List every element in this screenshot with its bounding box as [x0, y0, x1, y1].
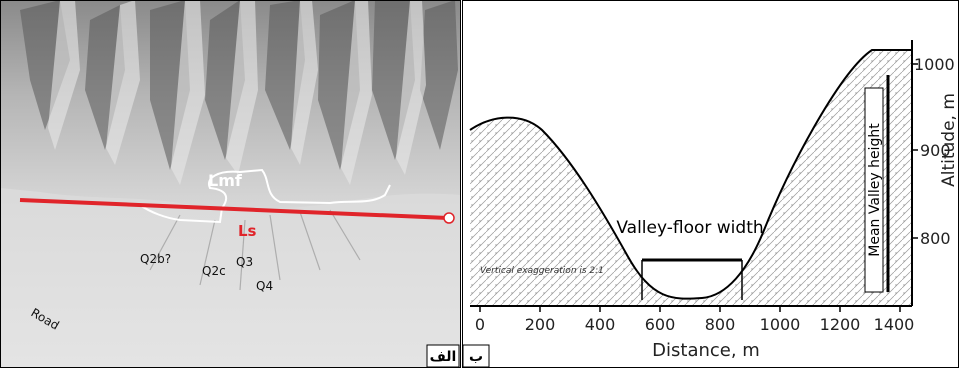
y-axis-title: Altitude, m: [939, 93, 959, 187]
y-tick-marks: [912, 63, 918, 239]
y-tick-label: 900: [920, 141, 951, 160]
label-ls: Ls: [238, 222, 257, 240]
ridge-highlights: [48, 0, 426, 185]
fan-gullies: [149, 209, 361, 291]
x-tick-label: 1400: [874, 315, 915, 334]
hillshade-panel: Lmf Ls Q2b? Q2c Q3 Q4 Road الف: [0, 0, 461, 368]
x-tick-label: 400: [585, 315, 616, 334]
valley-profile-diagram: Valley-floor width Mean Valley height Ve…: [462, 0, 959, 368]
label-lmf: Lmf: [208, 171, 243, 190]
valley-profile-line: [469, 49, 912, 300]
x-tick-label: 200: [525, 315, 556, 334]
x-tick-marks: [479, 306, 901, 312]
unit-label-q4: Q4: [256, 279, 273, 293]
valley-terrain-fill: [470, 50, 912, 306]
ls-line: [19, 198, 449, 220]
exaggeration-note: Vertical exaggeration is 2:1: [480, 266, 604, 276]
hillshade-map: Lmf Ls Q2b? Q2c Q3 Q4 Road الف: [0, 0, 461, 368]
ls-endpoint-marker: [443, 212, 455, 224]
x-tick-label: 800: [705, 315, 736, 334]
y-tick-label: 1000: [914, 55, 955, 74]
valley-profile-panel: Valley-floor width Mean Valley height Ve…: [462, 0, 959, 368]
lmf-boundary-line: [139, 168, 391, 224]
unit-label-q2b: Q2b?: [140, 252, 171, 266]
x-tick-label: 600: [645, 315, 676, 334]
panel-tag-a: الف: [430, 349, 457, 365]
panel-tag-b: ب: [469, 349, 483, 365]
unit-label-q2c: Q2c: [202, 264, 226, 278]
valley-floor-width-label: Valley-floor width: [616, 218, 763, 238]
mean-valley-height-label: Mean Valley height: [867, 123, 883, 257]
x-tick-label: 1000: [760, 315, 801, 334]
x-axis-title: Distance, m: [652, 340, 760, 361]
x-tick-label: 0: [475, 315, 485, 334]
y-tick-label: 800: [920, 229, 951, 248]
unit-label-q3: Q3: [236, 255, 253, 269]
x-tick-label: 1200: [820, 315, 861, 334]
